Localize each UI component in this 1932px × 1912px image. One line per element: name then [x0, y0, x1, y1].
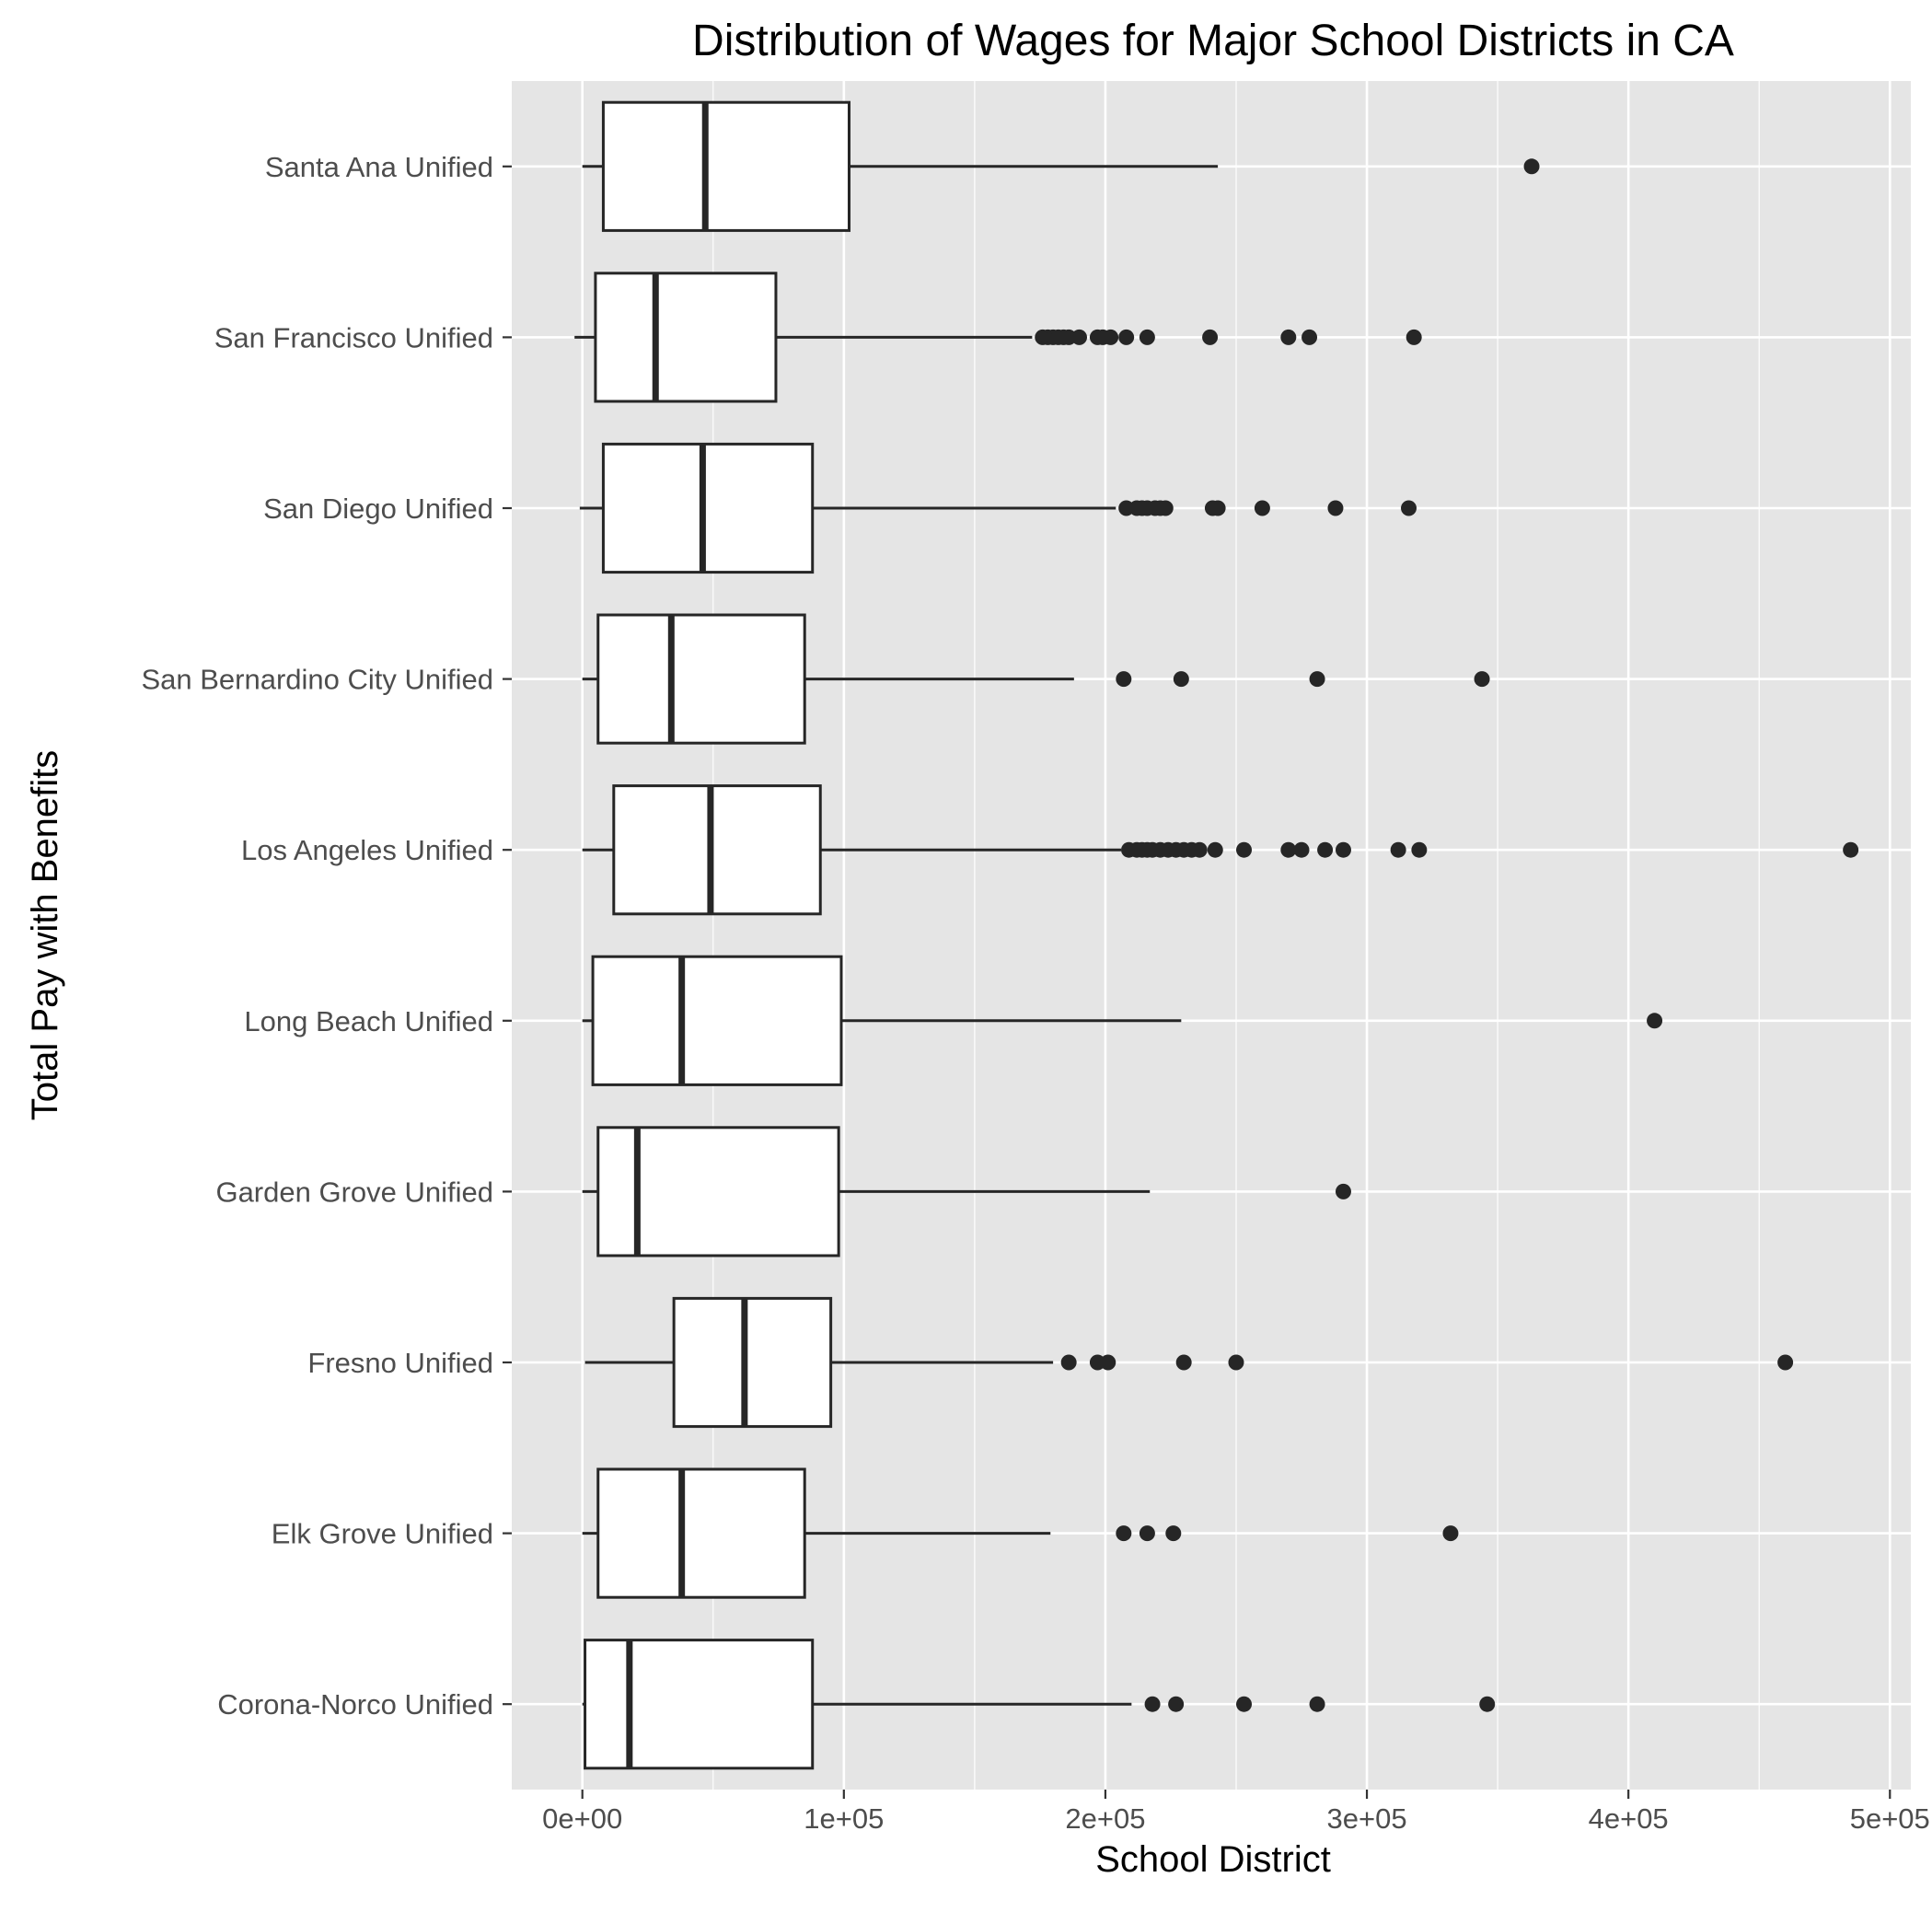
chart-title: Distribution of Wages for Major School D…: [692, 17, 1734, 65]
outlier-point: [1116, 1525, 1132, 1542]
outlier-point: [1390, 841, 1406, 858]
y-tick-label: Fresno Unified: [307, 1347, 493, 1379]
y-axis-title: Total Pay with Benefits: [25, 750, 65, 1120]
outlier-point: [1523, 158, 1540, 175]
outlier-point: [1479, 1696, 1496, 1712]
x-tick-label: 4e+05: [1589, 1802, 1669, 1835]
outlier-point: [1207, 841, 1223, 858]
outlier-point: [1173, 671, 1189, 688]
outlier-point: [1168, 1696, 1185, 1712]
vertical-major-grid: [581, 81, 1892, 1790]
outlier-point: [1139, 329, 1155, 345]
outlier-point: [1236, 841, 1253, 858]
outlier-point: [1100, 1354, 1116, 1371]
x-axis-title: School District: [1095, 1839, 1331, 1880]
iqr-box: [594, 272, 778, 403]
y-tick-label: Long Beach Unified: [244, 1005, 493, 1037]
outlier-point: [1144, 1696, 1161, 1712]
outlier-point: [1777, 1354, 1794, 1371]
outlier-point: [1309, 671, 1325, 688]
x-tick-label: 2e+05: [1065, 1802, 1145, 1835]
outlier-point: [1157, 500, 1174, 516]
outlier-point: [1280, 841, 1297, 858]
x-tick-label: 0e+00: [542, 1802, 622, 1835]
outlier-point: [1317, 841, 1334, 858]
outlier-point: [1293, 841, 1310, 858]
iqr-box: [591, 955, 843, 1086]
y-tick-label: San Francisco Unified: [214, 321, 493, 353]
outlier-point: [1327, 500, 1344, 516]
iqr-box: [672, 1296, 833, 1429]
y-tick-label: Elk Grove Unified: [272, 1518, 493, 1550]
y-tick-label: San Bernardino City Unified: [141, 664, 493, 696]
outlier-point: [1139, 1525, 1155, 1542]
y-tick-label: Santa Ana Unified: [265, 151, 493, 183]
iqr-box: [596, 1467, 806, 1599]
outlier-point: [1474, 671, 1490, 688]
outlier-point: [1843, 841, 1859, 858]
outlier-point: [1228, 1354, 1244, 1371]
outlier-point: [1236, 1696, 1253, 1712]
outlier-point: [1442, 1525, 1459, 1542]
outlier-point: [1175, 1354, 1192, 1371]
outlier-point: [1103, 329, 1119, 345]
outlier-point: [1401, 500, 1417, 516]
outlier-point: [1165, 1525, 1182, 1542]
iqr-box: [596, 613, 806, 745]
outlier-point: [1647, 1013, 1663, 1029]
outlier-point: [1335, 1183, 1351, 1199]
outlier-point: [1202, 329, 1219, 345]
iqr-box: [612, 784, 822, 916]
x-tick-label: 5e+05: [1850, 1802, 1930, 1835]
x-axis: 0e+00 1e+05 2e+05 3e+05 4e+05 5e+05: [542, 1790, 1930, 1835]
outlier-point: [1301, 329, 1318, 345]
outlier-point: [1335, 841, 1351, 858]
x-tick-label: 1e+05: [804, 1802, 884, 1835]
outlier-point: [1060, 1354, 1077, 1371]
outlier-point: [1209, 500, 1226, 516]
outlier-point: [1191, 841, 1208, 858]
outlier-point: [1280, 329, 1297, 345]
outlier-point: [1116, 671, 1132, 688]
iqr-box: [601, 100, 851, 232]
outlier-point: [1406, 329, 1422, 345]
y-tick-label: San Diego Unified: [263, 492, 493, 525]
outlier-point: [1118, 329, 1135, 345]
outlier-point: [1411, 841, 1428, 858]
y-tick-label: Los Angeles Unified: [241, 834, 493, 866]
box-series: [574, 100, 1859, 1770]
iqr-box: [584, 1639, 815, 1770]
outlier-point: [1254, 500, 1270, 516]
outlier-point: [1309, 1696, 1325, 1712]
y-tick-label: Corona-Norco Unified: [217, 1688, 493, 1721]
outlier-point: [1071, 329, 1088, 345]
y-tick-label: Garden Grove Unified: [215, 1176, 493, 1208]
y-axis: Santa Ana Unified San Francisco Unified Sa…: [141, 151, 512, 1721]
iqr-box: [601, 442, 815, 574]
x-tick-label: 3e+05: [1327, 1802, 1407, 1835]
